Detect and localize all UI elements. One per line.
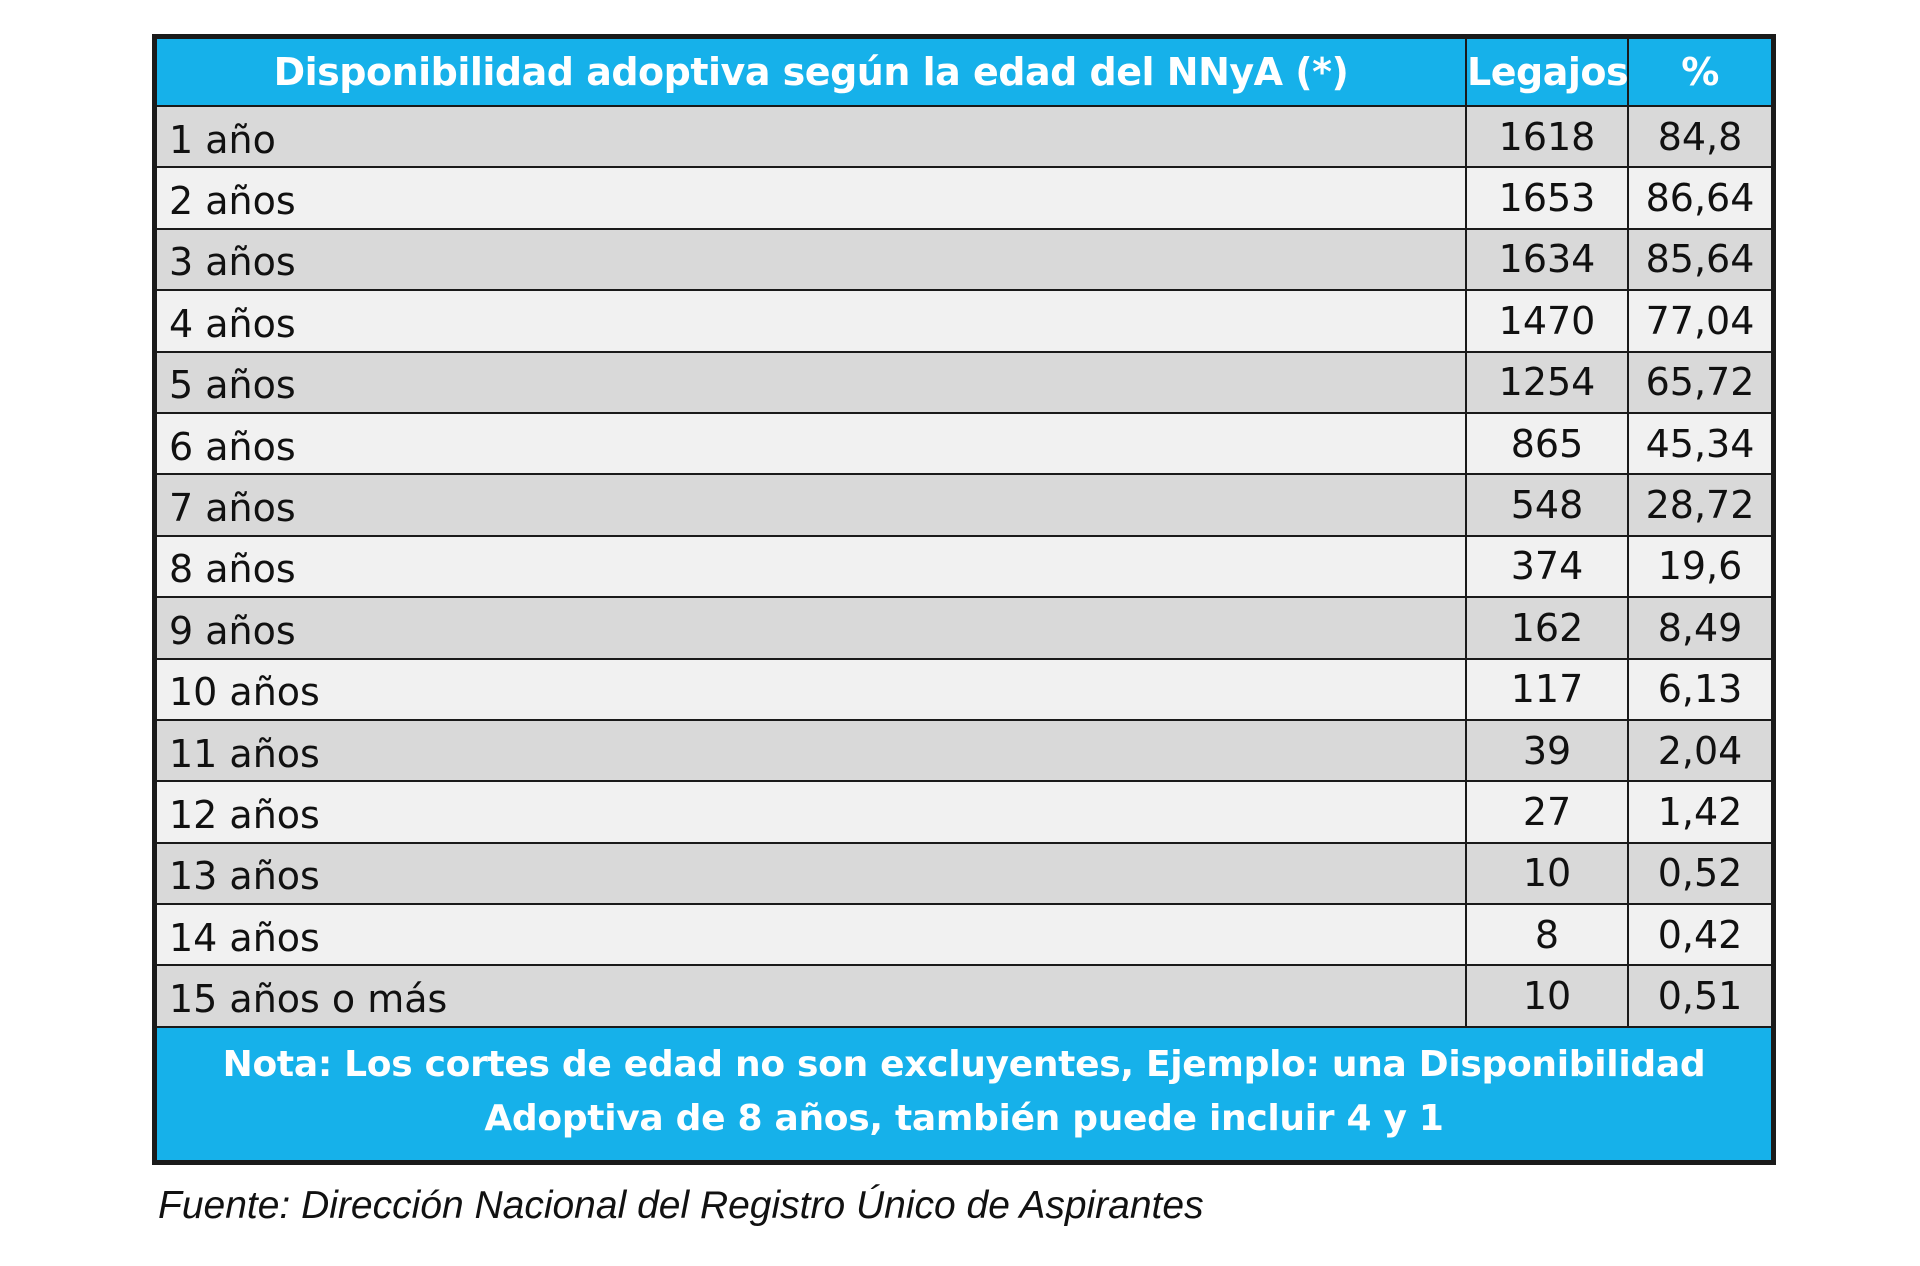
note-row: Nota: Los cortes de edad no son excluyen… <box>155 1025 1773 1162</box>
cell-age: 9 años <box>155 596 1467 660</box>
table-row: 12 años 27 1,42 <box>155 780 1773 844</box>
cell-percent: 45,34 <box>1627 411 1773 476</box>
cell-percent: 2,04 <box>1627 718 1773 783</box>
cell-percent: 86,64 <box>1627 166 1773 230</box>
cell-age: 2 años <box>155 166 1467 230</box>
header-legajos: Legajos <box>1465 37 1629 107</box>
header-row: Disponibilidad adoptiva según la edad de… <box>155 37 1773 107</box>
cell-percent: 84,8 <box>1627 104 1773 169</box>
cell-legajos: 10 <box>1465 964 1629 1028</box>
cell-age: 12 años <box>155 780 1467 844</box>
cell-age: 14 años <box>155 903 1467 967</box>
cell-age: 1 año <box>155 104 1467 169</box>
cell-percent: 0,51 <box>1627 964 1773 1028</box>
table-row: 1 año 1618 84,8 <box>155 104 1773 169</box>
table-note: Nota: Los cortes de edad no son excluyen… <box>155 1025 1773 1162</box>
cell-age: 7 años <box>155 473 1467 537</box>
header-percent: % <box>1627 37 1773 107</box>
table-row: 4 años 1470 77,04 <box>155 289 1773 353</box>
cell-legajos: 1470 <box>1465 289 1629 353</box>
cell-age: 15 años o más <box>155 964 1467 1028</box>
table-row: 7 años 548 28,72 <box>155 473 1773 537</box>
cell-legajos: 1618 <box>1465 104 1629 169</box>
cell-age: 3 años <box>155 227 1467 292</box>
adoption-availability-table: Disponibilidad adoptiva según la edad de… <box>152 34 1776 1165</box>
cell-legajos: 1634 <box>1465 227 1629 292</box>
cell-percent: 1,42 <box>1627 780 1773 844</box>
table-row: 14 años 8 0,42 <box>155 903 1773 967</box>
table-row: 2 años 1653 86,64 <box>155 166 1773 230</box>
header-age: Disponibilidad adoptiva según la edad de… <box>155 37 1467 107</box>
cell-age: 13 años <box>155 841 1467 906</box>
cell-percent: 28,72 <box>1627 473 1773 537</box>
table-row: 11 años 39 2,04 <box>155 718 1773 783</box>
cell-age: 8 años <box>155 534 1467 599</box>
cell-percent: 0,42 <box>1627 903 1773 967</box>
table-row: 6 años 865 45,34 <box>155 411 1773 476</box>
table-row: 8 años 374 19,6 <box>155 534 1773 599</box>
cell-percent: 8,49 <box>1627 596 1773 660</box>
table-row: 5 años 1254 65,72 <box>155 350 1773 414</box>
cell-percent: 77,04 <box>1627 289 1773 353</box>
table-row: 3 años 1634 85,64 <box>155 227 1773 292</box>
cell-age: 4 años <box>155 289 1467 353</box>
table-row: 10 años 117 6,13 <box>155 657 1773 721</box>
cell-legajos: 374 <box>1465 534 1629 599</box>
cell-legajos: 10 <box>1465 841 1629 906</box>
table-body: 1 año 1618 84,8 2 años 1653 86,64 3 años 1634 85… <box>155 104 1773 1028</box>
data-table: Disponibilidad adoptiva según la edad de… <box>155 37 1773 1162</box>
cell-percent: 65,72 <box>1627 350 1773 414</box>
cell-legajos: 117 <box>1465 657 1629 721</box>
cell-legajos: 1653 <box>1465 166 1629 230</box>
cell-age: 11 años <box>155 718 1467 783</box>
cell-age: 10 años <box>155 657 1467 721</box>
cell-legajos: 865 <box>1465 411 1629 476</box>
cell-legajos: 39 <box>1465 718 1629 783</box>
cell-legajos: 162 <box>1465 596 1629 660</box>
cell-percent: 6,13 <box>1627 657 1773 721</box>
cell-legajos: 8 <box>1465 903 1629 967</box>
table-row: 9 años 162 8,49 <box>155 596 1773 660</box>
cell-age: 5 años <box>155 350 1467 414</box>
cell-percent: 19,6 <box>1627 534 1773 599</box>
table-row: 13 años 10 0,52 <box>155 841 1773 906</box>
cell-legajos: 1254 <box>1465 350 1629 414</box>
table-row: 15 años o más 10 0,51 <box>155 964 1773 1028</box>
cell-legajos: 27 <box>1465 780 1629 844</box>
cell-percent: 85,64 <box>1627 227 1773 292</box>
cell-age: 6 años <box>155 411 1467 476</box>
cell-percent: 0,52 <box>1627 841 1773 906</box>
source-caption: Fuente: Dirección Nacional del Registro … <box>158 1184 1204 1227</box>
cell-legajos: 548 <box>1465 473 1629 537</box>
